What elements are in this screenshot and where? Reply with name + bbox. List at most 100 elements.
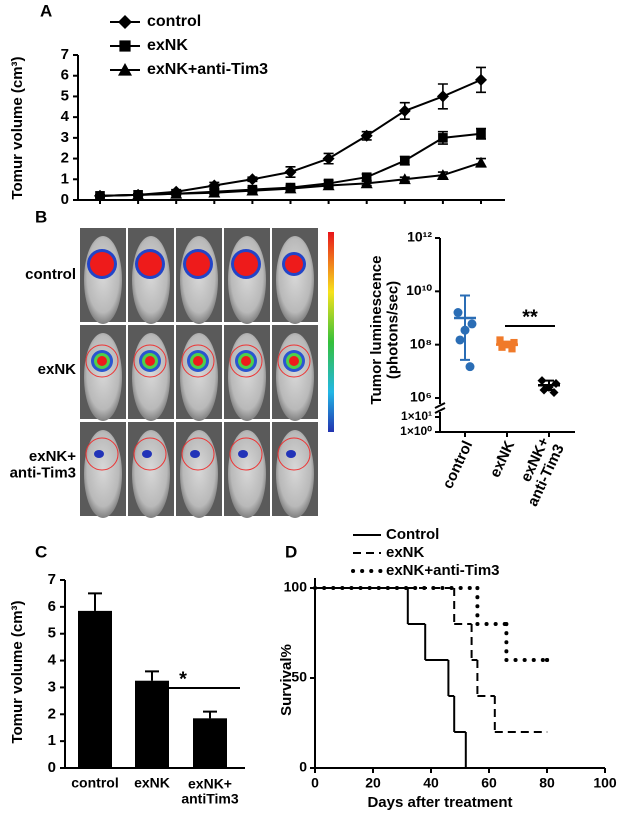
y-tick-label: 2 [61,150,69,167]
data-point [508,345,516,353]
legend-marker [118,63,132,76]
legend-label: exNK+anti-Tim3 [147,61,268,78]
roi-circle [181,437,215,471]
y-tick-label: 4 [61,108,70,125]
signal-spot [286,450,296,458]
y-tick-label: 10¹² [407,229,432,245]
y-axis-label: Tomur volume (cm³) [9,600,26,743]
data-point [284,166,297,179]
data-point [436,90,449,103]
panel-label: C [35,542,47,561]
y-tick-label: 7 [61,46,69,63]
y-tick-label: 1 [48,732,56,749]
data-point [361,172,372,183]
data-point [453,308,463,318]
x-tick-label: exNK [134,775,170,791]
data-point [465,362,475,372]
data-point [132,188,145,200]
y-tick-label: 1×10¹ [401,409,432,423]
data-point [398,173,411,185]
y-axis-label: Survival% [278,644,295,716]
y-tick-label: 1×10⁰ [400,424,432,438]
signal-core [90,252,114,276]
roi-circle [181,344,215,378]
data-point [510,338,518,347]
signal-core [138,252,162,276]
x-tick-label: 80 [539,775,555,791]
row-label: control [25,266,76,283]
data-point [551,378,561,388]
x-tick-label: 60 [481,775,497,791]
legend-label: control [147,13,201,30]
y-tick-label: 4 [48,652,57,669]
roi-circle [229,344,263,378]
panel-label: D [285,542,297,561]
roi-circle [277,437,311,471]
y-tick-label: 7 [48,571,56,588]
legend-label: exNK [147,37,188,54]
legend-marker [119,40,131,52]
signal-core [145,356,155,366]
y-axis-label: Tumor luminescence(photons/sec) [368,256,402,405]
y-tick-label: 10¹⁰ [406,282,432,298]
data-point [284,182,297,194]
data-point [476,128,486,139]
color-scale [328,232,334,432]
y-tick-label: 10⁸ [410,335,432,351]
y-tick-label: 3 [48,678,56,695]
data-point [246,184,259,196]
signal-core [285,255,303,273]
x-tick-label: 100 [593,775,617,791]
signal-spot [238,450,248,458]
legend-label: Control [386,526,439,543]
signal-core [97,356,107,366]
row-label: exNK [38,361,77,378]
error-bar [145,670,159,681]
data-point [498,343,506,351]
panel-label: B [35,207,47,226]
x-tick-label: 0 [311,775,319,791]
bar [78,610,112,768]
data-point [539,385,549,395]
significance-label: ** [522,306,538,328]
y-tick-label: 0 [299,759,307,775]
data-point [549,388,559,398]
error-bar [203,710,217,719]
y-tick-label: 10⁶ [410,389,432,405]
y-axis-label: Tomur volume (cm³) [9,56,26,199]
axis [434,238,575,433]
row-label: exNK+ anti-Tim3 [10,448,77,482]
mouse-body [180,430,218,518]
y-tick-label: 6 [48,598,56,615]
x-tick-label: 20 [365,775,381,791]
y-tick-label: 100 [284,579,308,595]
y-tick-label: 0 [61,191,69,208]
roi-circle [133,437,167,471]
legend-label: exNK [386,544,425,561]
y-tick-label: 0 [48,759,56,776]
roi-circle [229,437,263,471]
data-point [322,152,335,165]
significance-label: * [179,668,187,690]
data-point [400,155,410,166]
data-point [436,169,449,180]
roi-circle [133,344,167,378]
x-axis-label: Days after treatment [367,794,512,811]
signal-spot [190,450,200,458]
signal-core [186,252,210,276]
roi-circle [277,344,311,378]
mouse-body [84,430,122,518]
data-point [208,186,221,198]
x-tick-label: 40 [423,775,439,791]
legend-marker [118,15,132,29]
data-point [398,104,411,117]
data-point [438,133,448,143]
x-tick-label: control [71,775,118,791]
y-tick-label: 5 [61,87,69,104]
legend-label: exNK+anti-Tim3 [386,562,500,579]
mouse-body [276,236,314,324]
bar [135,680,169,768]
data-point [360,129,373,142]
y-tick-label: 6 [61,67,69,84]
panel-label: A [40,1,52,20]
